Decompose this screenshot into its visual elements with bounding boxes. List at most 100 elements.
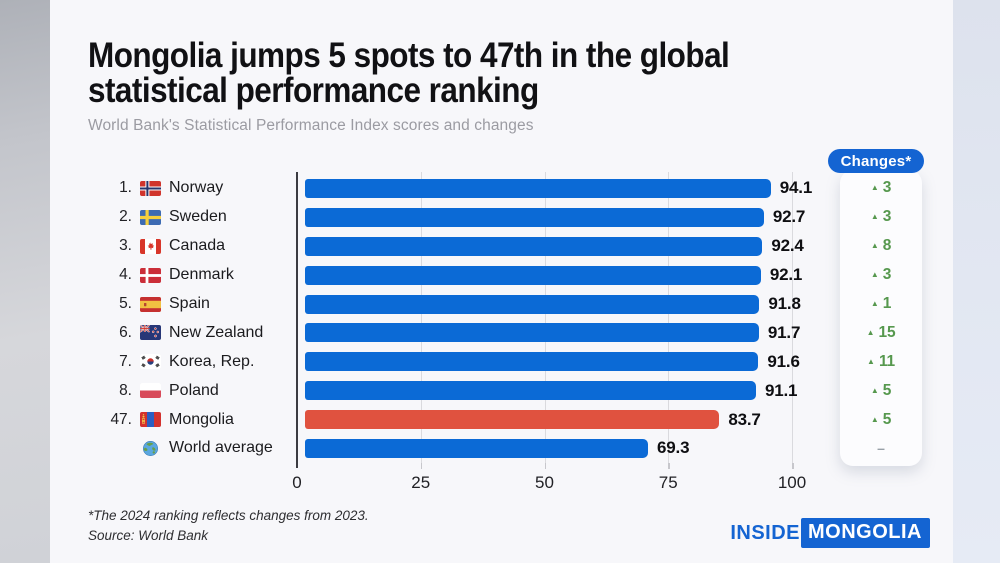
norway-flag-icon (140, 180, 161, 196)
right-edge-blur (953, 0, 1000, 563)
x-tick-label-75: 75 (658, 473, 678, 492)
change-item: ▲ 8 (840, 232, 922, 261)
score-bar (305, 410, 720, 430)
rank-label: 7. (119, 352, 132, 370)
change-value: 5 (882, 410, 892, 428)
chart-row-korea: 7. Korea, Rep. 91.6 (88, 347, 828, 376)
chart-row-sweden: 2. Sweden 92.7 (88, 203, 828, 232)
chart-row-norway: 1. Norway 94.1 (88, 174, 828, 203)
change-value: 11 (878, 352, 895, 370)
score-value: 69.3 (657, 438, 690, 458)
score-value: 92.1 (769, 265, 803, 285)
rank-label: 6. (119, 323, 132, 341)
score-value: 92.4 (771, 236, 804, 256)
bar-cell: 92.1 (305, 261, 802, 290)
y-axis-line (296, 172, 298, 468)
chart-row-canada: 3. Canada 92.4 (88, 232, 828, 261)
change-item: ▲ 3 (840, 203, 922, 232)
score-bar (305, 438, 649, 458)
country-label: New Zealand (169, 323, 264, 341)
rank-label: 2. (119, 208, 132, 226)
up-arrow-icon: ▲ (867, 356, 875, 366)
score-value: 91.8 (768, 294, 801, 313)
left-edge-blur (0, 0, 50, 563)
x-tick-label-0: 0 (292, 473, 302, 492)
inside-mongolia-logo: INSIDE MONGOLIA (730, 518, 930, 548)
bar-cell: 91.7 (305, 318, 800, 347)
country-label: Mongolia (169, 410, 234, 428)
chart-row-mongolia: 47. Mongolia 83.7 (88, 405, 828, 434)
country-label: Spain (169, 295, 210, 312)
canada-flag-icon (140, 238, 161, 254)
up-arrow-icon: ▲ (870, 183, 879, 193)
tick-mark-25 (420, 463, 423, 469)
change-value: 8 (882, 237, 892, 255)
country-label: World average (169, 439, 273, 457)
bar-cell: 91.6 (305, 347, 800, 376)
title-line-2: statistical performance ranking (88, 71, 539, 110)
tick-mark-100 (792, 463, 794, 469)
change-item: ▲ 5 (840, 376, 922, 405)
score-value: 91.6 (767, 351, 800, 371)
korea-flag-icon (140, 354, 161, 370)
changes-panel (840, 170, 922, 466)
change-item: ▲ 11 (840, 347, 922, 376)
up-arrow-icon: ▲ (870, 414, 879, 424)
mongolia-flag-icon (140, 412, 161, 428)
rank-label: 3. (119, 237, 132, 255)
change-value: 3 (882, 266, 892, 284)
footnote-line-1: *The 2024 ranking reflects changes from … (88, 508, 369, 523)
rank-label: 5. (119, 295, 132, 312)
bar-cell: 92.7 (305, 203, 805, 232)
score-bar (305, 178, 771, 198)
change-value: 3 (882, 179, 892, 197)
title-line-1: Mongolia jumps 5 spots to 47th in the gl… (88, 36, 730, 75)
rank-label: 4. (119, 266, 132, 284)
score-bar (305, 265, 761, 285)
change-value: 3 (882, 208, 892, 226)
x-tick-label-25: 25 (411, 473, 431, 492)
chart-row-globe: World average 69.3 (88, 434, 828, 463)
spain-flag-icon (140, 296, 161, 312)
bar-cell: 94.1 (305, 174, 812, 203)
new_zealand-flag-icon (140, 325, 161, 341)
score-value: 91.7 (767, 322, 801, 342)
up-arrow-icon: ▲ (870, 299, 879, 308)
change-item: ▲ 3 (840, 174, 922, 203)
bar-cell: 83.7 (305, 405, 800, 434)
denmark-flag-icon (140, 267, 161, 283)
country-label: Poland (169, 381, 219, 399)
gridline-25 (420, 172, 422, 463)
country-label: Korea, Rep. (169, 352, 255, 370)
x-tick-label-100: 100 (777, 473, 807, 492)
score-bar (305, 381, 756, 401)
score-bar (305, 352, 759, 372)
score-value: 91.1 (764, 380, 798, 400)
logo-text-mongolia: MONGOLIA (801, 518, 930, 548)
footnote: *The 2024 ranking reflects changes from … (88, 506, 369, 546)
footnote-line-2: Source: World Bank (88, 528, 209, 543)
score-value: 92.7 (772, 207, 806, 227)
rank-label: 47. (110, 410, 132, 428)
change-item: ▲ 5 (840, 405, 922, 434)
chart-grid: 0 25 50 75 100 (292, 172, 806, 492)
change-none-dash: – (877, 440, 885, 457)
chart-rows: 1. Norway 94.1 2. Sweden 92.7 3. Canada 92.4 4. De… (88, 174, 828, 463)
country-label: Denmark (169, 266, 234, 284)
change-item: ▲ 3 (840, 261, 922, 290)
country-label: Canada (169, 237, 226, 255)
bar-cell: 92.4 (305, 232, 804, 261)
up-arrow-icon: ▲ (870, 241, 879, 251)
score-bar (305, 207, 764, 227)
sweden-flag-icon (140, 209, 161, 225)
gridline-75 (668, 172, 670, 463)
up-arrow-icon: ▲ (870, 385, 879, 395)
x-tick-label-50: 50 (535, 473, 554, 492)
bar-cell: 69.3 (305, 434, 800, 463)
chart-row-denmark: 4. Denmark 92.1 (88, 261, 828, 290)
country-label: Norway (169, 179, 224, 197)
rank-label: 8. (119, 381, 132, 399)
score-bar (305, 323, 759, 343)
change-item: ▲ 15 (840, 318, 922, 347)
chart-row-poland: 8. Poland 91.1 (88, 376, 828, 405)
